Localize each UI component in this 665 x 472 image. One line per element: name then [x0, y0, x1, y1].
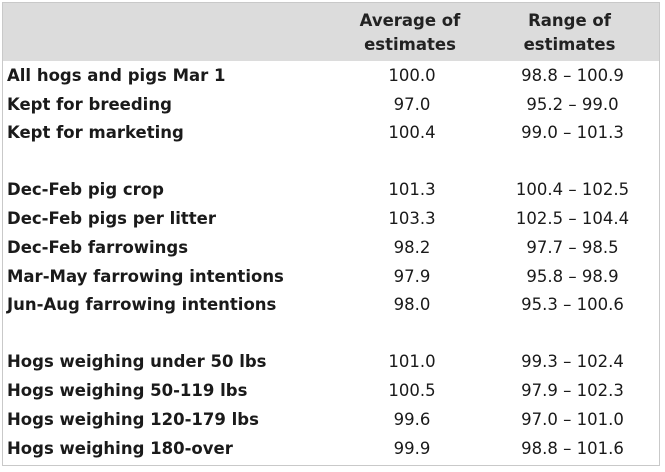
row-range: 99.0 – 101.3	[521, 123, 624, 143]
row-average: 100.4	[388, 123, 436, 143]
table-row: Hogs weighing under 50 lbs 101.0 99.3 – …	[3, 347, 659, 376]
row-average: 98.2	[393, 237, 431, 257]
row-label: Dec-Feb pig crop	[7, 180, 164, 200]
table-row: Dec-Feb pig crop 101.3 100.4 – 102.5	[3, 175, 659, 204]
row-average: 97.0	[393, 94, 431, 114]
row-label: Hogs weighing 180-over	[7, 438, 233, 458]
group-spacer	[3, 319, 659, 347]
row-range: 95.3 – 100.6	[521, 295, 624, 315]
table-row: Hogs weighing 50-119 lbs 100.5 97.9 – 10…	[3, 376, 659, 405]
row-label: Hogs weighing 120-179 lbs	[7, 409, 259, 429]
table-row: Jun-Aug farrowing intentions 98.0 95.3 –…	[3, 291, 659, 320]
row-range: 95.2 – 99.0	[526, 94, 619, 114]
spacer-cell	[3, 319, 659, 347]
row-average: 99.6	[393, 409, 431, 429]
row-label: All hogs and pigs Mar 1	[7, 65, 226, 85]
row-average: 101.0	[388, 352, 436, 372]
row-average: 99.9	[393, 438, 431, 458]
table-row: All hogs and pigs Mar 1 100.0 98.8 – 100…	[3, 61, 659, 90]
row-label: Kept for marketing	[7, 123, 184, 143]
row-range: 97.9 – 102.3	[521, 381, 624, 401]
table-header: Average of estimates Range of estimates	[3, 3, 659, 61]
row-range: 98.8 – 101.6	[521, 438, 624, 458]
row-average: 98.0	[393, 295, 431, 315]
table-row: Kept for marketing 100.4 99.0 – 101.3	[3, 119, 659, 148]
row-average: 97.9	[393, 266, 431, 286]
row-label: Jun-Aug farrowing intentions	[7, 295, 277, 315]
header-average-of-estimates: Average of estimates	[340, 3, 480, 61]
row-label: Mar-May farrowing intentions	[7, 266, 284, 286]
row-label: Hogs weighing under 50 lbs	[7, 352, 267, 372]
table-row: Dec-Feb farrowings 98.2 97.7 – 98.5	[3, 233, 659, 262]
row-range: 102.5 – 104.4	[515, 209, 630, 229]
row-range: 98.8 – 100.9	[521, 65, 624, 85]
table-row: Kept for breeding 97.0 95.2 – 99.0	[3, 90, 659, 119]
table-body: All hogs and pigs Mar 1 100.0 98.8 – 100…	[3, 61, 659, 463]
header-average-line-2: estimates	[364, 35, 456, 54]
header-range-line-1: Range of	[528, 11, 611, 30]
row-average: 103.3	[388, 209, 436, 229]
header-range-of-estimates: Range of estimates	[480, 3, 659, 61]
header-average-line-1: Average of	[359, 11, 461, 30]
row-label: Dec-Feb pigs per litter	[7, 209, 217, 229]
header-range-line-2: estimates	[523, 35, 616, 54]
row-range: 95.8 – 98.9	[526, 266, 619, 286]
row-range: 97.0 – 101.0	[521, 409, 624, 429]
header-row: Average of estimates Range of estimates	[3, 3, 659, 61]
estimates-table: Average of estimates Range of estimates …	[3, 3, 659, 463]
table-row: Dec-Feb pigs per litter 103.3 102.5 – 10…	[3, 204, 659, 233]
header-label-column	[3, 3, 340, 61]
row-label: Dec-Feb farrowings	[7, 237, 189, 257]
row-range: 99.3 – 102.4	[521, 352, 624, 372]
table-row: Hogs weighing 120-179 lbs 99.6 97.0 – 10…	[3, 405, 659, 434]
row-average: 100.0	[388, 65, 436, 85]
table-row: Hogs weighing 180-over 99.9 98.8 – 101.6	[3, 434, 659, 463]
row-average: 101.3	[388, 180, 436, 200]
table-row: Mar-May farrowing intentions 97.9 95.8 –…	[3, 262, 659, 291]
estimates-table-container: Average of estimates Range of estimates …	[2, 2, 660, 466]
row-range: 100.4 – 102.5	[515, 180, 630, 200]
row-average: 100.5	[388, 381, 436, 401]
row-label: Kept for breeding	[7, 94, 172, 114]
row-label: Hogs weighing 50-119 lbs	[7, 381, 248, 401]
row-range: 97.7 – 98.5	[526, 237, 619, 257]
group-spacer	[3, 147, 659, 175]
spacer-cell	[3, 147, 659, 175]
